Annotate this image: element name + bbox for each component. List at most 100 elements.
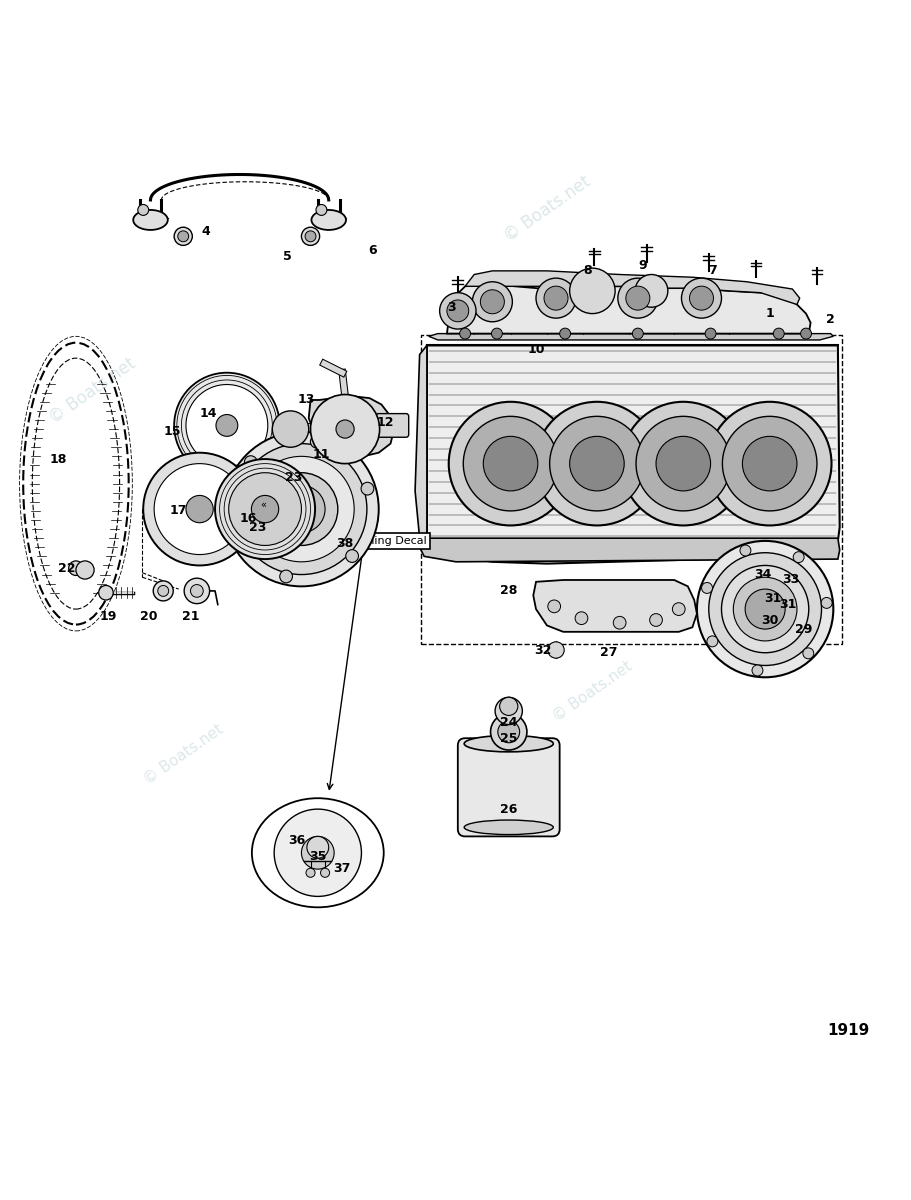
Circle shape xyxy=(631,328,642,340)
Circle shape xyxy=(186,384,268,467)
Text: 7: 7 xyxy=(707,264,716,277)
Ellipse shape xyxy=(311,210,345,230)
Circle shape xyxy=(302,227,319,246)
Circle shape xyxy=(265,473,337,546)
Text: 5: 5 xyxy=(283,250,292,263)
Text: 18: 18 xyxy=(49,452,67,466)
Ellipse shape xyxy=(464,736,553,752)
Text: 17: 17 xyxy=(169,504,188,517)
Text: 26: 26 xyxy=(499,803,517,816)
Circle shape xyxy=(559,328,570,340)
Text: © Boats.net: © Boats.net xyxy=(549,658,634,724)
Polygon shape xyxy=(426,346,839,564)
Circle shape xyxy=(280,570,292,583)
Circle shape xyxy=(535,402,658,526)
Circle shape xyxy=(448,402,572,526)
Circle shape xyxy=(620,402,744,526)
Text: 8: 8 xyxy=(583,264,591,277)
Circle shape xyxy=(752,665,763,676)
Circle shape xyxy=(499,697,517,715)
Circle shape xyxy=(671,602,684,616)
Text: 1: 1 xyxy=(764,307,773,320)
Circle shape xyxy=(249,456,353,562)
Circle shape xyxy=(274,809,361,896)
Circle shape xyxy=(536,278,576,318)
Circle shape xyxy=(721,565,808,653)
Circle shape xyxy=(739,545,750,556)
Text: 30: 30 xyxy=(760,613,777,626)
Circle shape xyxy=(236,444,366,575)
Text: 14: 14 xyxy=(200,407,217,420)
Circle shape xyxy=(224,432,378,587)
Circle shape xyxy=(244,456,257,468)
Text: 21: 21 xyxy=(181,610,199,623)
Circle shape xyxy=(802,648,813,659)
Text: 32: 32 xyxy=(533,643,550,656)
Text: 12: 12 xyxy=(376,416,394,430)
FancyBboxPatch shape xyxy=(457,738,559,836)
Text: 31: 31 xyxy=(778,598,795,611)
Text: 27: 27 xyxy=(599,647,617,659)
Circle shape xyxy=(306,869,314,877)
Circle shape xyxy=(153,581,173,601)
Text: 25: 25 xyxy=(499,732,517,745)
Text: © Boats.net: © Boats.net xyxy=(46,354,138,427)
Text: 35: 35 xyxy=(309,850,326,863)
Text: 13: 13 xyxy=(297,394,314,407)
Circle shape xyxy=(315,204,326,215)
Polygon shape xyxy=(465,271,799,305)
Text: 6: 6 xyxy=(368,245,376,257)
Circle shape xyxy=(229,473,302,546)
Circle shape xyxy=(68,560,83,576)
Text: 1919: 1919 xyxy=(826,1024,869,1038)
Circle shape xyxy=(655,437,710,491)
Circle shape xyxy=(98,586,113,600)
Circle shape xyxy=(491,328,502,340)
Ellipse shape xyxy=(464,820,553,834)
Text: 20: 20 xyxy=(139,610,158,623)
Text: 15: 15 xyxy=(163,425,181,438)
Circle shape xyxy=(483,437,537,491)
Circle shape xyxy=(190,584,203,598)
Text: 38: 38 xyxy=(336,538,353,550)
Circle shape xyxy=(215,460,314,559)
Text: 34: 34 xyxy=(753,568,771,581)
Circle shape xyxy=(744,589,784,629)
Text: 4: 4 xyxy=(201,226,210,239)
Circle shape xyxy=(634,275,667,307)
Circle shape xyxy=(302,836,333,869)
Circle shape xyxy=(549,416,643,511)
Circle shape xyxy=(708,553,821,666)
Circle shape xyxy=(480,289,504,313)
Circle shape xyxy=(186,496,213,523)
Text: 10: 10 xyxy=(527,343,544,356)
Circle shape xyxy=(569,437,623,491)
Circle shape xyxy=(229,523,241,536)
Circle shape xyxy=(722,416,816,511)
Polygon shape xyxy=(446,283,810,334)
Text: 23: 23 xyxy=(249,521,266,534)
Bar xyxy=(421,335,841,643)
Circle shape xyxy=(612,617,625,629)
Circle shape xyxy=(154,463,245,554)
Circle shape xyxy=(548,642,564,658)
Circle shape xyxy=(548,600,560,613)
Circle shape xyxy=(158,586,169,596)
Circle shape xyxy=(272,410,308,448)
Circle shape xyxy=(625,286,650,310)
Circle shape xyxy=(305,230,315,241)
Polygon shape xyxy=(428,334,833,340)
Circle shape xyxy=(701,582,711,594)
Text: 28: 28 xyxy=(499,584,517,598)
Circle shape xyxy=(707,402,831,526)
Circle shape xyxy=(310,436,322,448)
Circle shape xyxy=(138,204,148,215)
Circle shape xyxy=(575,612,588,624)
Circle shape xyxy=(463,416,558,511)
Circle shape xyxy=(800,328,811,340)
Circle shape xyxy=(446,300,468,322)
FancyBboxPatch shape xyxy=(375,414,408,437)
Circle shape xyxy=(216,414,238,437)
Circle shape xyxy=(497,721,519,743)
Text: 31: 31 xyxy=(763,592,780,605)
